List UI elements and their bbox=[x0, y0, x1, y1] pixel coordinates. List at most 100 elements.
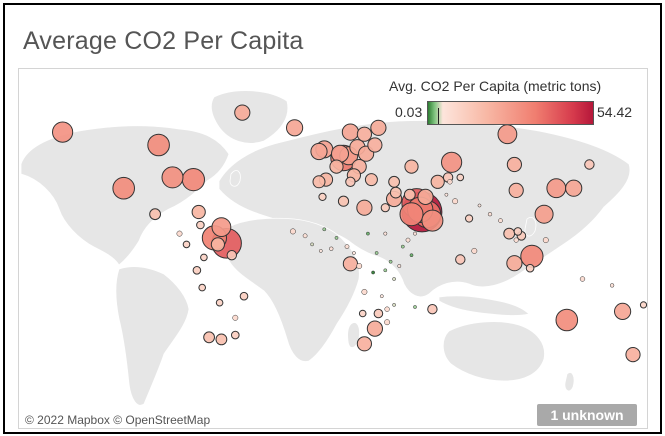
co2-point-37[interactable] bbox=[356, 199, 373, 216]
co2-point-96[interactable] bbox=[579, 276, 586, 282]
co2-point-52[interactable] bbox=[430, 174, 445, 189]
co2-point-68[interactable] bbox=[455, 254, 466, 265]
co2-point-109[interactable] bbox=[413, 231, 417, 236]
co2-point-65[interactable] bbox=[584, 159, 595, 170]
co2-point-113[interactable] bbox=[318, 249, 323, 253]
co2-point-60[interactable] bbox=[215, 333, 228, 346]
co2-point-99[interactable] bbox=[513, 237, 519, 243]
co2-point-103[interactable] bbox=[405, 237, 411, 243]
co2-point-119[interactable] bbox=[413, 305, 417, 309]
co2-point-14[interactable] bbox=[161, 166, 184, 189]
co2-point-39[interactable] bbox=[367, 137, 383, 153]
co2-point-93[interactable] bbox=[356, 263, 363, 269]
co2-point-61[interactable] bbox=[503, 227, 516, 240]
co2-point-41[interactable] bbox=[625, 347, 641, 363]
co2-point-124[interactable] bbox=[383, 268, 388, 273]
co2-point-45[interactable] bbox=[342, 256, 358, 272]
unknown-badge[interactable]: 1 unknown bbox=[537, 404, 637, 426]
co2-point-64[interactable] bbox=[226, 250, 238, 261]
co2-point-26[interactable] bbox=[310, 142, 328, 161]
co2-point-62[interactable] bbox=[337, 195, 350, 207]
co2-point-73[interactable] bbox=[239, 291, 249, 301]
co2-point-90[interactable] bbox=[471, 247, 478, 254]
co2-point-8[interactable] bbox=[520, 244, 544, 268]
co2-point-63[interactable] bbox=[345, 176, 356, 188]
co2-point-21[interactable] bbox=[534, 204, 554, 224]
co2-point-97[interactable] bbox=[447, 179, 453, 185]
co2-point-126[interactable] bbox=[409, 253, 414, 258]
co2-point-43[interactable] bbox=[508, 182, 524, 199]
co2-point-82[interactable] bbox=[200, 253, 208, 262]
co2-point-76[interactable] bbox=[513, 227, 523, 236]
co2-point-74[interactable] bbox=[231, 330, 240, 340]
symbol-map[interactable]: Avg. CO2 Per Capita (metric tons) 0.03 5… bbox=[18, 68, 648, 429]
co2-point-70[interactable] bbox=[373, 308, 384, 319]
co2-point-117[interactable] bbox=[310, 242, 314, 247]
co2-point-7[interactable] bbox=[399, 202, 424, 227]
co2-point-77[interactable] bbox=[525, 263, 535, 273]
co2-point-13[interactable] bbox=[421, 209, 444, 232]
co2-point-11[interactable] bbox=[555, 308, 579, 332]
co2-point-95[interactable] bbox=[289, 228, 296, 235]
co2-point-104[interactable] bbox=[487, 212, 493, 217]
co2-point-18[interactable] bbox=[546, 178, 567, 199]
co2-point-30[interactable] bbox=[370, 119, 387, 136]
co2-point-72[interactable] bbox=[196, 220, 205, 230]
co2-point-57[interactable] bbox=[403, 188, 416, 201]
co2-point-55[interactable] bbox=[388, 175, 401, 188]
co2-point-114[interactable] bbox=[352, 251, 356, 255]
co2-point-58[interactable] bbox=[149, 208, 162, 221]
co2-point-56[interactable] bbox=[389, 186, 402, 199]
co2-point-50[interactable] bbox=[210, 237, 225, 252]
co2-point-51[interactable] bbox=[191, 204, 206, 220]
co2-point-17[interactable] bbox=[497, 124, 518, 145]
co2-point-87[interactable] bbox=[176, 230, 183, 237]
co2-point-122[interactable] bbox=[374, 251, 379, 255]
co2-point-78[interactable] bbox=[465, 214, 474, 223]
co2-point-105[interactable] bbox=[609, 283, 615, 288]
co2-point-25[interactable] bbox=[341, 123, 359, 141]
co2-point-102[interactable] bbox=[302, 233, 308, 239]
co2-point-46[interactable] bbox=[329, 159, 344, 174]
co2-point-111[interactable] bbox=[444, 192, 449, 197]
map-canvas[interactable] bbox=[19, 69, 647, 428]
co2-point-42[interactable] bbox=[356, 336, 372, 352]
co2-point-98[interactable] bbox=[384, 306, 390, 312]
co2-point-120[interactable] bbox=[334, 236, 339, 240]
co2-point-49[interactable] bbox=[404, 159, 419, 174]
co2-point-75[interactable] bbox=[192, 266, 202, 275]
co2-point-115[interactable] bbox=[392, 277, 396, 281]
co2-point-83[interactable] bbox=[215, 298, 224, 307]
co2-point-125[interactable] bbox=[366, 231, 370, 236]
co2-point-71[interactable] bbox=[380, 203, 390, 213]
co2-point-54[interactable] bbox=[312, 175, 326, 189]
co2-point-84[interactable] bbox=[456, 173, 465, 182]
co2-point-127[interactable] bbox=[371, 270, 375, 275]
co2-point-94[interactable] bbox=[384, 319, 391, 326]
co2-points-layer[interactable] bbox=[52, 104, 647, 363]
co2-point-112[interactable] bbox=[379, 294, 384, 299]
co2-point-59[interactable] bbox=[203, 331, 216, 344]
co2-point-12[interactable] bbox=[112, 176, 135, 200]
co2-point-44[interactable] bbox=[506, 156, 522, 173]
co2-point-53[interactable] bbox=[364, 173, 378, 187]
co2-point-88[interactable] bbox=[232, 314, 239, 321]
co2-point-36[interactable] bbox=[366, 320, 383, 337]
co2-point-106[interactable] bbox=[329, 246, 334, 251]
co2-point-92[interactable] bbox=[361, 288, 368, 295]
co2-point-10[interactable] bbox=[147, 133, 170, 157]
co2-point-86[interactable] bbox=[639, 301, 647, 309]
co2-point-116[interactable] bbox=[392, 303, 396, 307]
co2-point-35[interactable] bbox=[506, 255, 523, 272]
co2-point-33[interactable] bbox=[417, 188, 434, 206]
co2-point-118[interactable] bbox=[400, 244, 405, 249]
co2-point-9[interactable] bbox=[181, 168, 205, 192]
co2-point-101[interactable] bbox=[344, 244, 350, 249]
co2-point-38[interactable] bbox=[356, 126, 372, 142]
co2-point-100[interactable] bbox=[498, 218, 503, 223]
co2-point-85[interactable] bbox=[358, 309, 367, 318]
co2-point-67[interactable] bbox=[427, 304, 438, 315]
co2-point-29[interactable] bbox=[234, 104, 251, 121]
co2-point-16[interactable] bbox=[441, 151, 463, 173]
co2-point-24[interactable] bbox=[286, 119, 304, 137]
